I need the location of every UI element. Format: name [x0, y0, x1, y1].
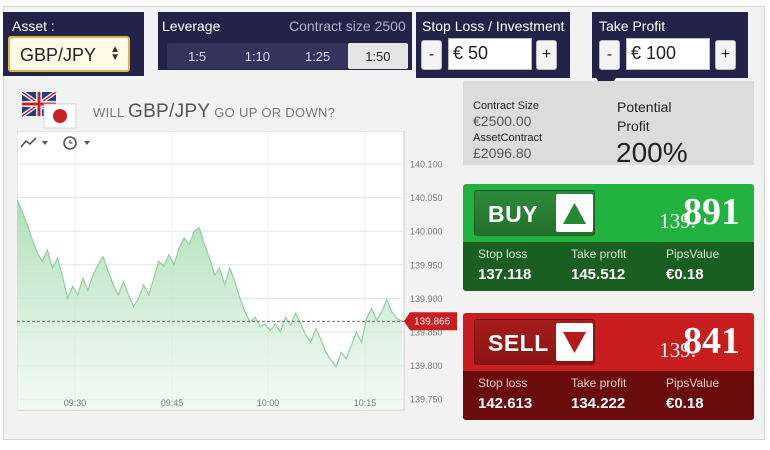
y-tick-label: 139.900 — [410, 294, 443, 304]
sell-details: Stop loss 142.613 Take profit 134.222 Pi… — [463, 371, 754, 420]
y-tick-label: 139.950 — [410, 260, 443, 270]
sell-stop-loss-label: Stop loss — [478, 376, 528, 390]
buy-pips-label: PipsValue — [666, 247, 720, 261]
buy-stop-loss-value: 137.118 — [478, 266, 532, 283]
timeframe-clock-icon[interactable] — [63, 136, 90, 150]
current-price-label: 139.866 — [414, 317, 451, 328]
buy-button[interactable]: BUY — [474, 190, 595, 236]
take-profit-decrease-button[interactable]: - — [599, 40, 620, 70]
buy-pips-value: €0.18 — [666, 266, 704, 283]
chevron-updown-icon: ▲ ▼ — [110, 44, 120, 63]
question-pair: GBP/JPY — [127, 101, 211, 122]
take-profit-label: Take Profit — [599, 18, 666, 34]
contract-size-info-value: €2500.00 — [473, 113, 532, 129]
sell-take-profit-label: Take profit — [571, 376, 627, 390]
leverage-option-1-25[interactable]: 1:25 — [304, 49, 331, 64]
x-tick-label: 10:15 — [354, 398, 377, 408]
price-chart: 140.100 140.050 140.000 139.950 139.900 139.8… — [16, 130, 461, 411]
sell-stop-loss-value: 142.613 — [478, 395, 533, 412]
potential-profit-value: 200% — [616, 137, 688, 168]
potential-profit-label-1: Potential — [617, 99, 672, 115]
buy-price-large: 891 — [683, 191, 740, 233]
chart-type-icon[interactable] — [20, 137, 48, 148]
x-tick-label: 10:00 — [257, 398, 280, 408]
contract-info-box: Contract Size €2500.00 AssetContract £20… — [463, 81, 754, 168]
stop-loss-increase-button[interactable]: + — [536, 40, 557, 70]
sell-panel: SELL 139. 841 Stop loss 142.613 Take pro… — [463, 313, 754, 420]
y-tick-label: 139.750 — [410, 395, 443, 405]
y-tick-label: 140.100 — [410, 160, 443, 170]
buy-take-profit-label: Take profit — [571, 247, 627, 261]
leverage-options: 1:5 1:10 1:25 1:50 — [167, 43, 408, 69]
x-tick-label: 09:45 — [161, 398, 184, 408]
stop-loss-input[interactable]: € 50 — [448, 38, 532, 70]
y-tick-label: 140.000 — [410, 227, 443, 237]
sell-price-large: 841 — [683, 320, 740, 362]
leverage-option-1-5[interactable]: 1:5 — [188, 49, 207, 64]
sell-button[interactable]: SELL — [474, 319, 595, 365]
question-prefix: WILL — [93, 105, 125, 120]
arrow-down-icon — [556, 323, 593, 361]
leverage-label: Leverage — [162, 18, 221, 34]
asset-contract-value: £2096.80 — [473, 145, 532, 161]
sell-button-label: SELL — [488, 330, 549, 356]
y-tick-label: 139.850 — [410, 328, 443, 338]
asset-select-value: GBP/JPY — [20, 45, 97, 65]
potential-profit-label-2: Profit — [617, 118, 650, 134]
asset-contract-label: AssetContract — [473, 132, 543, 144]
sell-take-profit-value: 134.222 — [571, 395, 626, 412]
asset-select[interactable]: GBP/JPY ▲ ▼ — [8, 36, 130, 72]
buy-button-label: BUY — [488, 201, 539, 227]
contract-size-info-label: Contract Size — [473, 100, 540, 112]
stop-loss-decrease-button[interactable]: - — [421, 40, 442, 70]
sell-pips-label: PipsValue — [666, 376, 720, 390]
take-profit-increase-button[interactable]: + — [715, 40, 736, 70]
buy-price-small: 139. — [659, 209, 696, 233]
buy-details: Stop loss 137.118 Take profit 145.512 Pi… — [463, 242, 754, 291]
x-tick-label: 09:30 — [64, 398, 87, 408]
stop-loss-label: Stop Loss / Investment — [422, 18, 565, 34]
leverage-option-1-10[interactable]: 1:10 — [244, 49, 271, 64]
leverage-option-1-50[interactable]: 1:50 — [347, 43, 408, 69]
y-tick-label: 139.800 — [410, 361, 443, 371]
sell-pips-value: €0.18 — [666, 395, 704, 412]
price-area — [17, 199, 402, 410]
asset-label: Asset : — [12, 18, 55, 34]
price-line — [16, 199, 403, 369]
gbp-jpy-flag-icon — [22, 92, 77, 129]
arrow-up-icon — [556, 194, 593, 232]
take-profit-input[interactable]: € 100 — [626, 38, 710, 70]
buy-take-profit-value: 145.512 — [571, 266, 626, 283]
buy-stop-loss-label: Stop loss — [478, 247, 528, 261]
current-price-tag: 139.866 — [404, 312, 457, 331]
contract-size-label: Contract size 2500 — [289, 18, 406, 34]
y-tick-label: 140.050 — [410, 193, 443, 203]
sell-price-small: 139. — [659, 338, 696, 362]
question-suffix: GO UP OR DOWN? — [214, 105, 336, 120]
buy-panel: BUY 139. 891 Stop loss 137.118 Take prof… — [463, 184, 754, 291]
price-chart-svg: 140.100 140.050 140.000 139.950 139.900 139.8… — [16, 130, 457, 411]
question-text: WILL GBP/JPY GO UP OR DOWN? — [93, 101, 335, 123]
